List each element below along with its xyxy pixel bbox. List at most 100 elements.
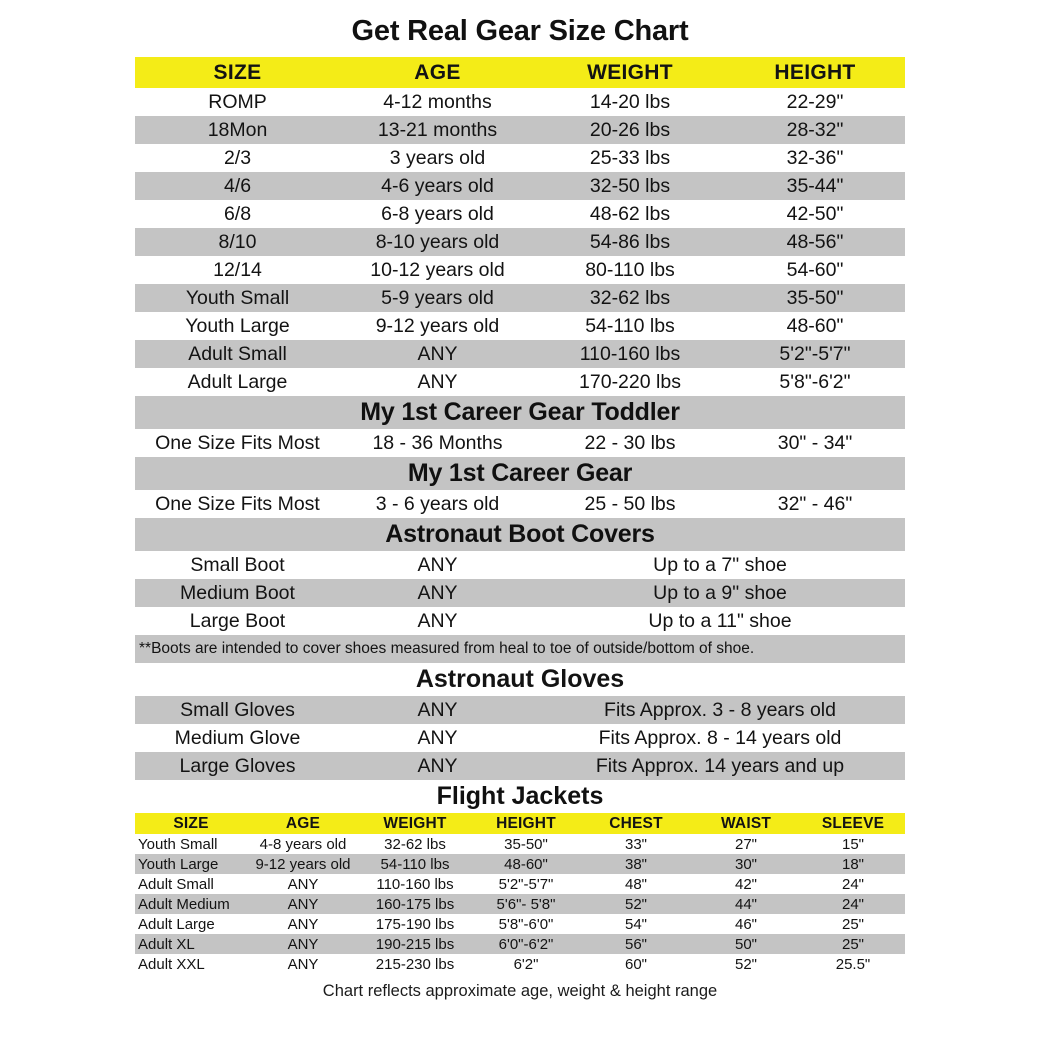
cell-size: Youth Small <box>138 835 218 853</box>
cell-height: 6'2" <box>513 955 539 973</box>
cell-size: Adult XL <box>138 935 195 953</box>
cell-waist: 52" <box>734 955 757 973</box>
cell-height: 6'0"-6'2" <box>498 935 554 953</box>
table-row: Adult Small ANY 110-160 lbs 5'2"-5'7" <box>135 340 905 368</box>
cell-age: ANY <box>417 342 458 365</box>
cell-age: 5-9 years old <box>381 286 494 309</box>
table-row: Adult Small ANY 110-160 lbs 5'2"-5'7" 48… <box>135 874 905 894</box>
cell-size: Medium Glove <box>174 726 301 749</box>
table-row: Medium Glove ANY Fits Approx. 8 - 14 yea… <box>135 724 905 752</box>
cell-age: ANY <box>417 370 458 393</box>
section-header-flight-jackets: Flight Jackets <box>135 780 905 813</box>
table-row: 12/14 10-12 years old 80-110 lbs 54-60" <box>135 256 905 284</box>
main-table-body: ROMP 4-12 months 14-20 lbs 22-29" 18Mon … <box>135 88 905 780</box>
cell-age: 8-10 years old <box>375 230 500 253</box>
cell-height: 48-60" <box>786 314 844 337</box>
cell-size: Adult Large <box>187 370 288 393</box>
column-header-chest: CHEST <box>581 813 691 834</box>
cell-age: 9-12 years old <box>255 855 351 873</box>
cell-height: 5'8"-6'0" <box>498 915 554 933</box>
cell-size: Medium Boot <box>180 581 295 604</box>
cell-size: 18Mon <box>207 118 268 141</box>
section-header-gloves: Astronaut Gloves <box>135 663 905 696</box>
cell-sleeve: 25" <box>841 915 864 933</box>
cell-sleeve: 15" <box>841 835 864 853</box>
cell-size: One Size Fits Most <box>155 431 320 454</box>
cell-waist: 42" <box>734 875 757 893</box>
cell-age: 3 years old <box>389 146 486 169</box>
column-header-weight: WEIGHT <box>535 57 725 88</box>
cell-age: ANY <box>417 609 458 632</box>
cell-fit: Fits Approx. 14 years and up <box>595 754 845 777</box>
column-header-height: HEIGHT <box>471 813 581 834</box>
column-header-age: AGE <box>340 57 535 88</box>
cell-size: Small Boot <box>190 553 285 576</box>
table-row: One Size Fits Most 3 - 6 years old 25 - … <box>135 490 905 518</box>
column-header-size: SIZE <box>135 813 247 834</box>
flight-jackets-body: Youth Small 4-8 years old 32-62 lbs 35-5… <box>135 834 905 974</box>
section-title: Astronaut Boot Covers <box>385 520 655 548</box>
cell-waist: 44" <box>734 895 757 913</box>
column-header-waist: WAIST <box>691 813 801 834</box>
cell-sleeve: 18" <box>841 855 864 873</box>
table-row: Small Gloves ANY Fits Approx. 3 - 8 year… <box>135 696 905 724</box>
table-row: Youth Large 9-12 years old 54-110 lbs 48… <box>135 854 905 874</box>
cell-height: 28-32" <box>786 118 844 141</box>
table-row: One Size Fits Most 18 - 36 Months 22 - 3… <box>135 429 905 457</box>
cell-sleeve: 25" <box>841 935 864 953</box>
cell-size: 6/8 <box>223 202 252 225</box>
cell-sleeve: 24" <box>841 895 864 913</box>
cell-age: 10-12 years old <box>370 258 505 281</box>
cell-height: 35-44" <box>786 174 844 197</box>
table-row: ROMP 4-12 months 14-20 lbs 22-29" <box>135 88 905 116</box>
cell-chest: 56" <box>624 935 647 953</box>
cell-height: 22-29" <box>786 90 844 113</box>
flight-jackets-header-row: SIZE AGE WEIGHT HEIGHT CHEST WAIST SLEEV… <box>135 813 905 834</box>
cell-height: 54-60" <box>786 258 844 281</box>
section-header-career-gear: My 1st Career Gear <box>135 457 905 490</box>
table-row: Medium Boot ANY Up to a 9" shoe <box>135 579 905 607</box>
cell-height: 35-50" <box>504 835 548 853</box>
cell-size: Youth Large <box>138 855 219 873</box>
cell-age: ANY <box>287 955 319 973</box>
cell-age: ANY <box>417 754 458 777</box>
cell-size: Adult Small <box>138 875 214 893</box>
cell-height: 48-60" <box>504 855 548 873</box>
table-row: Large Boot ANY Up to a 11" shoe <box>135 607 905 635</box>
cell-height: 30" - 34" <box>777 431 853 454</box>
cell-weight: 110-160 lbs <box>376 875 454 893</box>
section-header-boot-covers: Astronaut Boot Covers <box>135 518 905 551</box>
cell-fit: Up to a 7" shoe <box>653 553 787 576</box>
cell-height: 5'2"-5'7" <box>779 342 851 365</box>
cell-size: 12/14 <box>213 258 262 281</box>
cell-weight: 54-110 lbs <box>585 314 675 337</box>
table-row: 6/8 6-8 years old 48-62 lbs 42-50" <box>135 200 905 228</box>
cell-sleeve: 24" <box>841 875 864 893</box>
cell-size: Small Gloves <box>180 698 295 721</box>
cell-weight: 32-62 lbs <box>589 286 671 309</box>
table-row: Youth Large 9-12 years old 54-110 lbs 48… <box>135 312 905 340</box>
cell-age: 9-12 years old <box>375 314 500 337</box>
cell-size: Youth Small <box>185 286 290 309</box>
column-header-sleeve: SLEEVE <box>801 813 905 834</box>
cell-height: 32" - 46" <box>777 492 853 515</box>
cell-weight: 20-26 lbs <box>589 118 671 141</box>
cell-weight: 48-62 lbs <box>589 202 671 225</box>
section-header-career-toddler: My 1st Career Gear Toddler <box>135 396 905 429</box>
cell-age: 4-6 years old <box>381 174 494 197</box>
cell-weight: 170-220 lbs <box>579 370 681 393</box>
cell-waist: 46" <box>734 915 757 933</box>
page-title: Get Real Gear Size Chart <box>351 15 689 47</box>
cell-weight: 32-50 lbs <box>589 174 671 197</box>
table-row: 2/3 3 years old 25-33 lbs 32-36" <box>135 144 905 172</box>
cell-age: ANY <box>417 581 458 604</box>
cell-age: 18 - 36 Months <box>372 431 503 454</box>
column-header-weight: WEIGHT <box>359 813 471 834</box>
cell-size: ROMP <box>208 90 267 113</box>
cell-height: 5'2"-5'7" <box>498 875 554 893</box>
footnote-text: **Boots are intended to cover shoes meas… <box>135 635 905 663</box>
cell-size: Large Gloves <box>179 754 296 777</box>
cell-height: 42-50" <box>786 202 844 225</box>
cell-age: ANY <box>287 895 319 913</box>
table-row: Small Boot ANY Up to a 7" shoe <box>135 551 905 579</box>
